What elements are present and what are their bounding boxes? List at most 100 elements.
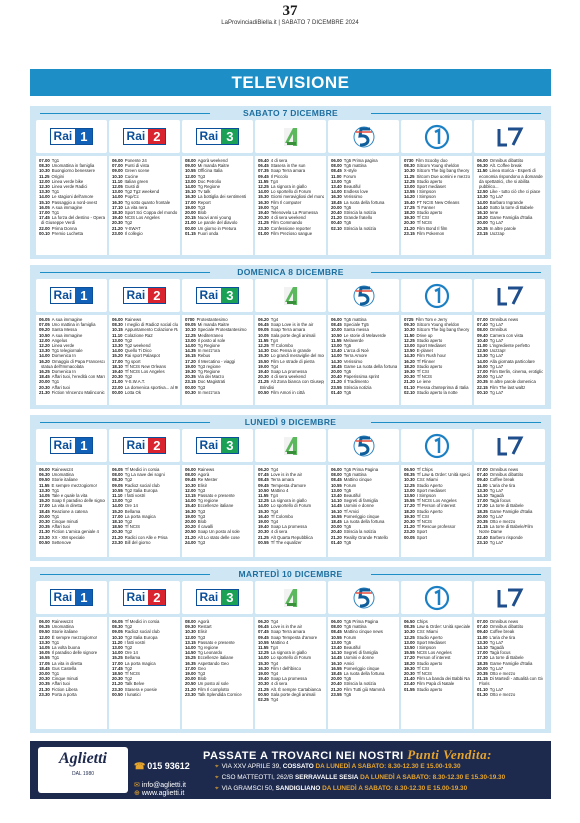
program-title: Santa Messa	[51, 327, 77, 333]
map-pin-icon: ⌖	[215, 774, 219, 781]
program-row: 23.15 Film Pokemon	[404, 231, 470, 236]
program-time: 08.45	[331, 477, 342, 483]
program-row: 14.00 Tg Regione	[185, 184, 251, 189]
program-row: 14.00 Tg Regione	[185, 343, 251, 348]
program-title: Tg3	[197, 671, 206, 677]
program-time: 20.35	[39, 524, 50, 530]
program-time: 19.00	[185, 204, 196, 210]
program-time: 11.10	[112, 332, 123, 338]
program-time: 12.20	[39, 343, 50, 349]
program-time: 0730	[404, 158, 414, 163]
program-row: 14.35 In mezz'ora	[185, 348, 251, 353]
program-title: Linea verde Radici	[51, 184, 88, 190]
store-item: ⌖ VIA XXV APRILE 39, COSSATO DA LUNEDÌ A …	[215, 763, 461, 770]
program-time: 09.00	[112, 168, 123, 174]
program-title: In mezz'ora	[197, 389, 220, 395]
program-time: 20.00	[39, 513, 50, 519]
program-row: 06.05 Tf Medici in corsia	[112, 467, 178, 472]
program-title: Tf Colombo	[270, 513, 293, 519]
canale5-logo-icon	[353, 435, 374, 456]
program-title: La porta magica	[124, 660, 156, 666]
program-title: 4 di sera weekend	[270, 374, 306, 380]
program-title: Unomattina in famiglia	[51, 163, 95, 169]
program-time: 19.40	[112, 215, 123, 221]
program-title: Il Tradimento	[343, 379, 369, 385]
ad-contacts[interactable]: ✉ info@aglietti.it ⊕ www.aglietti.it	[134, 781, 186, 797]
program-title: Lotta Ok	[124, 389, 142, 395]
program-row: 21.20 Il Tradimento	[331, 379, 397, 384]
program-time: 10.55	[185, 168, 196, 174]
program-time: 11.00	[477, 634, 488, 640]
ad-since: DAL 1980	[71, 771, 95, 777]
program-row: 06.20 Tg4	[258, 619, 324, 624]
program-time: 11.25	[404, 173, 415, 179]
program-row: 13.55 I Simpson	[404, 189, 470, 194]
program-row: 11.50 Linea storica - Esperti di	[477, 168, 543, 173]
program-time: 19.30	[185, 369, 196, 375]
program-row: pubblico...	[477, 184, 543, 189]
program-title: Il posto al sole	[197, 337, 226, 343]
ad-phone[interactable]: ☎ 015 93612	[134, 761, 190, 772]
program-row: 20.30 Tf NCIS	[404, 519, 470, 524]
program-time: 09.50	[39, 629, 50, 635]
program-title: Film The last waltz	[489, 384, 526, 390]
program-row: 16.35 Aspettando Geo	[185, 661, 251, 666]
program-title: Omnibus news	[489, 619, 519, 624]
program-row: 00.10 Tg La7	[477, 390, 543, 395]
program-row: 12.25 Studio aperto	[404, 179, 470, 184]
program-title: Tg3	[197, 204, 206, 210]
program-title: La torre di Babele/Film	[489, 524, 533, 530]
program-title: Tg5 mattina	[343, 163, 367, 169]
program-title: Studio aperto	[416, 660, 443, 666]
program-title: Tf The equalizer	[270, 539, 302, 545]
program-title: Tg2	[124, 645, 133, 651]
program-row: 10.30 Sitcom The big bang theory	[404, 168, 470, 173]
program-time: 14.45	[331, 655, 342, 661]
program-title: Pressa d'anteprima di Italia	[416, 384, 469, 390]
program-row: 18.20 Studio aperto	[404, 210, 470, 215]
program-row: 15.40 Eccellenze italiane	[185, 503, 251, 508]
program-row: 21.20 Le iene	[404, 379, 470, 384]
program-time: 07.05	[39, 322, 50, 328]
channel-logo-italia1	[401, 120, 472, 153]
program-row: 21.30 Fiction L'amica geniale 4	[39, 529, 105, 534]
program-title: Linea verde bike	[51, 178, 84, 184]
day-schedule: MARTEDÌ 10 DICEMBRE Rai 1 Rai 2 Rai 3 06.00 Rain…	[30, 567, 551, 733]
program-title: Tg Regione	[197, 343, 220, 349]
program-row: 17.00 Report	[185, 200, 251, 205]
program-title: Tf NCIS	[416, 374, 433, 380]
program-title: Tg4	[270, 660, 279, 666]
program-row: 16.30 Film Il computer	[258, 200, 324, 205]
program-time: 08.00	[185, 472, 196, 478]
program-row: Floris	[477, 681, 543, 686]
channel-column: 0730 Film Scooby doo 08.30 Sitcom Young she…	[401, 156, 472, 255]
program-time: 19.40	[258, 524, 269, 530]
program-row: 06.05 A sua immagine	[39, 317, 105, 322]
program-title: La vita in diretta	[51, 503, 83, 509]
program-time: 21.20	[404, 524, 415, 530]
program-time: 14.00	[112, 650, 123, 656]
program-row: 07.00 Omnibus news	[477, 619, 543, 624]
program-time: 13.50	[404, 645, 415, 651]
program-row: 21.20 Y-SWAT	[112, 226, 178, 231]
program-title: Game Famiglie d'Italia	[489, 508, 533, 514]
program-row: 13.00 Doc Petrolio	[185, 179, 251, 184]
advertisement-banner[interactable]: Aglietti DAL 1980 PASSATE A TROVARCI NEI…	[30, 741, 551, 799]
program-row: 06.35 Unomattina	[39, 624, 105, 629]
program-title: I Simpson	[416, 645, 436, 651]
program-row: 21.25 Alt Zona bianca con Giuseppe	[258, 379, 324, 384]
program-time: 20.00	[39, 671, 50, 677]
program-time: 15.30	[258, 660, 269, 666]
globe-icon: ⊕	[134, 790, 140, 797]
program-row: 06.20 Tg4	[258, 467, 324, 472]
program-title: Tg2 Italia Europa	[124, 487, 158, 493]
program-row: 15.20 Bellama	[112, 509, 178, 514]
program-time: 20.40	[331, 374, 342, 380]
program-time: 14.00	[39, 194, 50, 200]
program-title: L'aria che tira	[489, 634, 516, 640]
program-time: 08.00	[112, 472, 123, 478]
program-row: 11.55 Tg4	[258, 179, 324, 184]
program-title: Soap La promessa	[270, 676, 307, 682]
program-title: Tg5	[343, 691, 352, 697]
program-time: 08.00	[331, 163, 342, 169]
